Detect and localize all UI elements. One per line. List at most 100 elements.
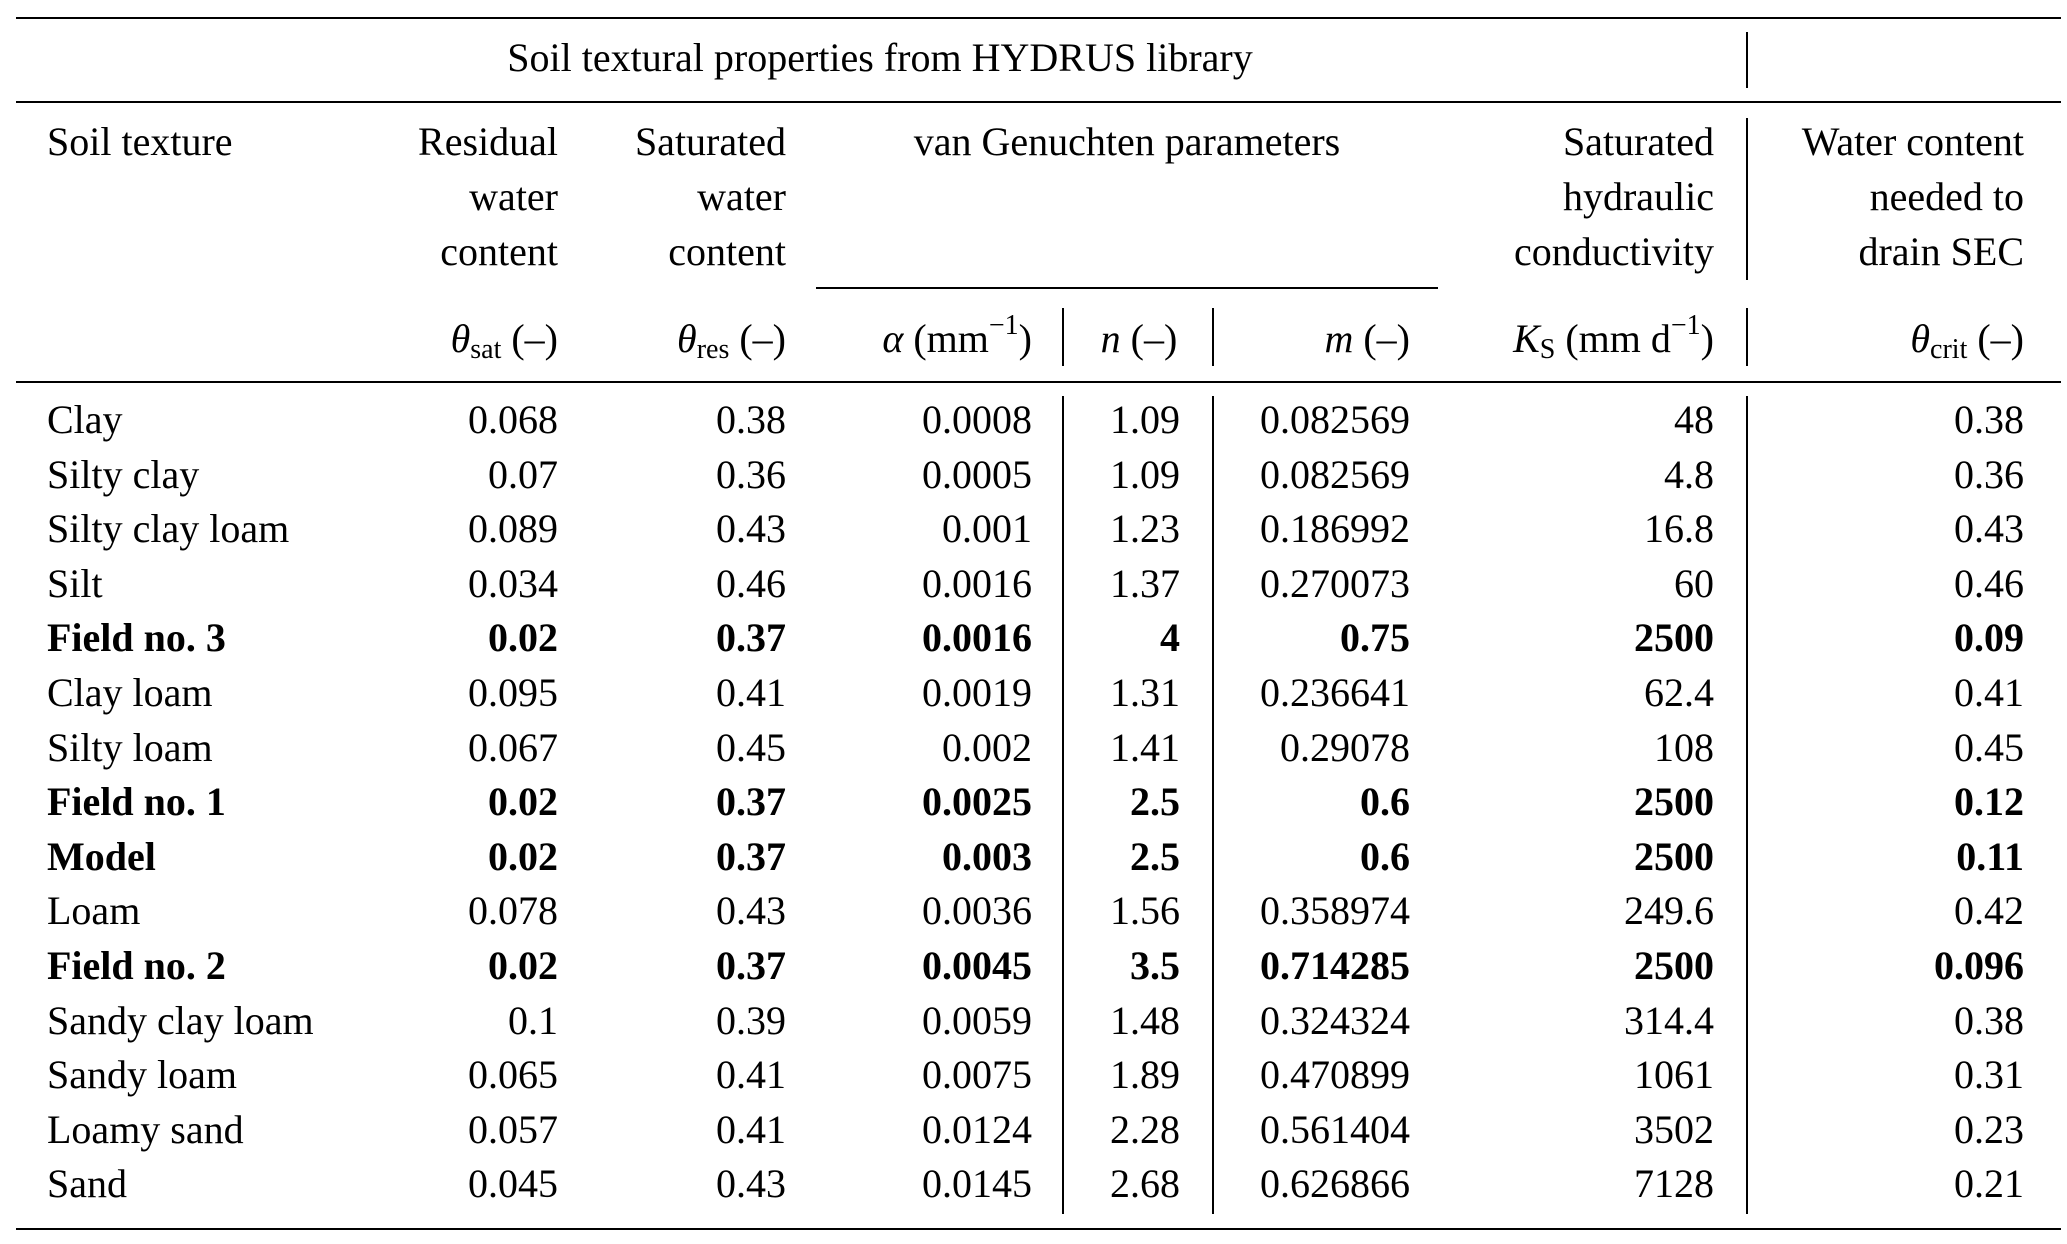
cell-n: 2.68 <box>1110 1161 1180 1207</box>
cell-texture: Field no. 3 <box>47 615 226 661</box>
cell-n: 1.31 <box>1110 670 1180 715</box>
cell-saturated: 0.43 <box>716 1161 786 1207</box>
cell-texture: Silt <box>47 560 103 606</box>
cell-texture: Silty clay loam <box>47 506 290 552</box>
cell-alpha: 0.0036 <box>922 888 1032 934</box>
cell-saturated: 0.36 <box>716 451 786 497</box>
bottom-rule <box>16 1228 2061 1230</box>
cell-ks: 60 <box>1674 560 1714 606</box>
header-residual-line: water <box>469 174 558 219</box>
cell-alpha: 0.0016 <box>922 560 1032 606</box>
cell-alpha: 0.0045 <box>922 943 1032 988</box>
cell-ks: 249.6 <box>1624 888 1714 934</box>
cell-texture: Field no. 1 <box>47 779 226 825</box>
cell-n: 3.5 <box>1130 943 1180 988</box>
cell-ks: 7128 <box>1634 1161 1714 1207</box>
cell-m: 0.324324 <box>1260 997 1410 1043</box>
cell-ks: 4.8 <box>1664 451 1714 497</box>
cell-texture: Model <box>47 833 156 879</box>
top-rule <box>16 17 2061 19</box>
symbol-theta-res: θres (–) <box>677 316 786 365</box>
cell-saturated: 0.39 <box>716 997 786 1043</box>
cell-crit: 0.23 <box>1954 1106 2024 1152</box>
cell-saturated: 0.37 <box>716 943 786 988</box>
cell-crit: 0.38 <box>1954 997 2024 1043</box>
header-soil-texture: Soil texture <box>47 119 233 164</box>
vg-group-rule <box>816 287 1438 289</box>
cell-m: 0.714285 <box>1260 943 1410 988</box>
header-crit-line: needed to <box>1869 174 2024 219</box>
symbol-theta-sat: θsat (–) <box>450 316 558 365</box>
header-ks-line: hydraulic <box>1562 174 1714 219</box>
cell-texture: Clay loam <box>47 670 213 715</box>
cell-n: 1.48 <box>1110 997 1180 1043</box>
cell-crit: 0.46 <box>1954 560 2024 606</box>
cell-saturated: 0.41 <box>716 670 786 715</box>
cell-residual: 0.065 <box>468 1052 558 1098</box>
cell-ks: 2500 <box>1634 615 1714 661</box>
cell-crit: 0.31 <box>1954 1052 2024 1098</box>
cell-texture: Field no. 2 <box>47 943 226 988</box>
cell-crit: 0.42 <box>1954 888 2024 934</box>
cell-crit: 0.12 <box>1954 779 2024 825</box>
cell-residual: 0.02 <box>488 615 558 661</box>
header-saturated-line: Saturated <box>634 119 786 164</box>
cell-m: 0.082569 <box>1260 397 1410 442</box>
cell-m: 0.29078 <box>1280 724 1410 770</box>
cell-crit: 0.38 <box>1954 397 2024 442</box>
cell-n: 2.28 <box>1110 1106 1180 1152</box>
cell-m: 0.6 <box>1360 833 1410 879</box>
cell-alpha: 0.0019 <box>922 670 1032 715</box>
cell-saturated: 0.46 <box>716 560 786 606</box>
divider-n-body <box>1212 396 1214 1214</box>
cell-saturated: 0.37 <box>716 779 786 825</box>
cell-crit: 0.21 <box>1954 1161 2024 1207</box>
symbol-alpha: α (mm−1) <box>882 310 1032 362</box>
cell-ks: 62.4 <box>1644 670 1714 715</box>
divider-n-symbol <box>1212 308 1214 366</box>
cell-n: 1.37 <box>1110 560 1180 606</box>
divider-caption <box>1746 32 1748 88</box>
cell-alpha: 0.0025 <box>922 779 1032 825</box>
cell-ks: 1061 <box>1634 1052 1714 1098</box>
cell-residual: 0.068 <box>468 397 558 442</box>
cell-saturated: 0.43 <box>716 506 786 552</box>
header-saturated-line: content <box>668 229 786 274</box>
header-residual-line: Residual <box>418 119 558 164</box>
cell-m: 0.75 <box>1340 615 1410 661</box>
cell-alpha: 0.003 <box>942 833 1032 879</box>
cell-alpha: 0.0075 <box>922 1052 1032 1098</box>
cell-saturated: 0.37 <box>716 615 786 661</box>
cell-m: 0.270073 <box>1260 560 1410 606</box>
symbol-m: m (–) <box>1324 316 1410 361</box>
cell-m: 0.561404 <box>1260 1106 1410 1152</box>
cell-n: 2.5 <box>1130 779 1180 825</box>
cell-residual: 0.089 <box>468 506 558 552</box>
cell-ks: 108 <box>1654 724 1714 770</box>
cell-m: 0.6 <box>1360 779 1410 825</box>
cell-n: 2.5 <box>1130 833 1180 879</box>
cell-residual: 0.02 <box>488 833 558 879</box>
cell-ks: 16.8 <box>1644 506 1714 552</box>
cell-saturated: 0.41 <box>716 1106 786 1152</box>
divider-crit-symbol <box>1746 308 1748 366</box>
cell-texture: Sandy clay loam <box>47 997 314 1043</box>
cell-ks: 2500 <box>1634 943 1714 988</box>
cell-residual: 0.045 <box>468 1161 558 1207</box>
cell-texture: Sand <box>47 1161 127 1207</box>
header-crit-line: drain SEC <box>1858 229 2024 274</box>
header-rule <box>16 381 2061 383</box>
cell-n: 1.41 <box>1110 724 1180 770</box>
cell-saturated: 0.38 <box>716 397 786 442</box>
cell-ks: 2500 <box>1634 779 1714 825</box>
cell-saturated: 0.41 <box>716 1052 786 1098</box>
header-ks-line: conductivity <box>1514 229 1714 274</box>
cell-ks: 2500 <box>1634 833 1714 879</box>
cell-texture: Silty clay <box>47 451 200 497</box>
cell-m: 0.236641 <box>1260 670 1410 715</box>
cell-ks: 3502 <box>1634 1106 1714 1152</box>
header-crit-line: Water content <box>1801 119 2024 164</box>
cell-texture: Loam <box>47 888 141 934</box>
cell-saturated: 0.37 <box>716 833 786 879</box>
cell-n: 1.56 <box>1110 888 1180 934</box>
